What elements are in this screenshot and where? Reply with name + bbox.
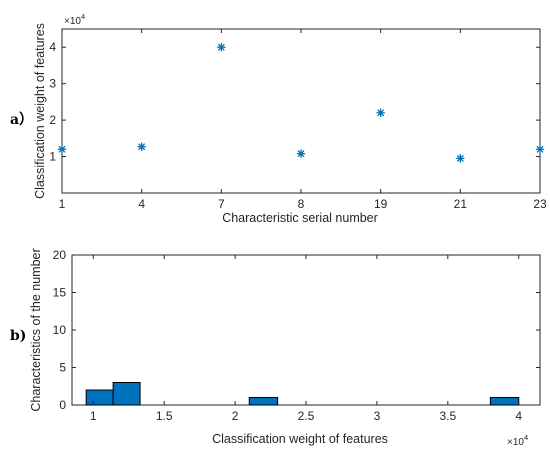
panel-a-data-point: [296, 149, 306, 158]
panel-b-x-tick-label: 3.5: [439, 409, 456, 423]
panel-a-y-axis-label: Classification weight of features: [33, 23, 47, 199]
panel-a-axes-box: [61, 28, 541, 194]
panel-b-y-tick-label: 5: [59, 361, 66, 375]
panel-a-y-tick-label: 2: [49, 113, 56, 127]
panel-a-y-tick-label: 4: [49, 40, 56, 54]
panel-a-x-tick-label: 1: [59, 197, 66, 211]
panel-b-x-tick-label: 1.5: [156, 409, 173, 423]
panel-a-x-ticks: 1 4 7 8 19 21 23: [59, 29, 547, 211]
panel-b-bar: [112, 382, 141, 406]
panel-a-x-tick-label: 21: [454, 197, 468, 211]
panel-a-y-tick-label: 1: [49, 150, 56, 164]
panel-a-label: a）: [10, 112, 33, 128]
panel-b-y-ticks: 0 5 10 15 20: [53, 248, 540, 412]
panel-a-x-axis-label: Characteristic serial number: [222, 211, 378, 225]
panel-a-y-exponent: ×104: [64, 12, 85, 27]
panel-a-x-tick-label: 23: [533, 197, 547, 211]
panel-b: b) 0 5 10 15 20 1 1.5 2 2.5 3 3.5 4 ×104 Classific…: [10, 248, 541, 448]
panel-b-x-tick-label: 3: [374, 409, 381, 423]
panel-a-y-ticks: 1 2 3 4: [49, 40, 540, 164]
panel-a-x-tick-label: 7: [218, 197, 225, 211]
panel-b-y-tick-label: 15: [53, 286, 67, 300]
panel-b-bar: [248, 397, 279, 406]
panel-a-x-tick-label: 4: [138, 197, 145, 211]
panel-b-y-tick-label: 0: [59, 398, 66, 412]
panel-a-data-point: [535, 145, 545, 154]
panel-a-data-point: [137, 142, 146, 151]
panel-b-bars: [85, 382, 520, 406]
panel-b-x-tick-label: 4: [515, 409, 522, 423]
panel-a-points: [57, 43, 545, 163]
panel-b-y-axis-label: Characteristics of the number: [29, 248, 43, 411]
panel-a-data-point: [217, 43, 226, 52]
panel-b-bar: [489, 397, 520, 406]
panel-b-x-exponent: ×104: [507, 433, 528, 448]
panel-b-bar: [85, 389, 114, 406]
panel-b-x-axis-label: Classification weight of features: [212, 432, 388, 446]
panel-a-x-tick-label: 19: [374, 197, 388, 211]
panel-b-x-tick-label: 2.5: [298, 409, 315, 423]
panel-a-x-tick-label: 8: [298, 197, 305, 211]
panel-b-y-tick-label: 10: [53, 323, 67, 337]
panel-b-axes-box: [71, 254, 541, 406]
panel-b-x-ticks: 1 1.5 2 2.5 3 3.5 4: [90, 255, 522, 423]
panel-b-x-tick-label: 2: [232, 409, 239, 423]
panel-a-data-point: [57, 145, 67, 154]
panel-b-x-tick-label: 1: [90, 409, 97, 423]
panel-b-y-tick-label: 20: [53, 248, 67, 262]
panel-b-label: b): [10, 328, 26, 344]
panel-a-data-point: [456, 154, 465, 163]
panel-a-data-point: [376, 108, 385, 118]
panel-a-y-tick-label: 3: [49, 77, 56, 91]
